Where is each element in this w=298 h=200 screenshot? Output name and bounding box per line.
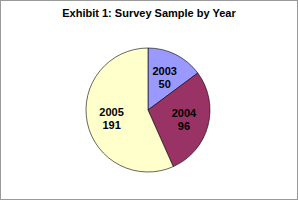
pie-slices	[86, 48, 210, 172]
slice-value-label: 96	[178, 120, 190, 132]
chart-container: Exhibit 1: Survey Sample by Year20035020…	[0, 0, 298, 200]
slice-category-label: 2005	[99, 106, 123, 118]
pie-labels: 200350 200496 2005191	[99, 65, 197, 133]
chart-title: Exhibit 1: Survey Sample by Year	[62, 7, 236, 19]
slice-category-label: 2004	[172, 107, 197, 119]
chart-svg: Exhibit 1: Survey Sample by Year20035020…	[0, 0, 298, 200]
chart-frame	[1, 1, 298, 200]
slice-value-label: 50	[159, 78, 171, 90]
slice-value-label: 191	[102, 119, 120, 131]
slice-category-label: 2003	[152, 65, 176, 77]
